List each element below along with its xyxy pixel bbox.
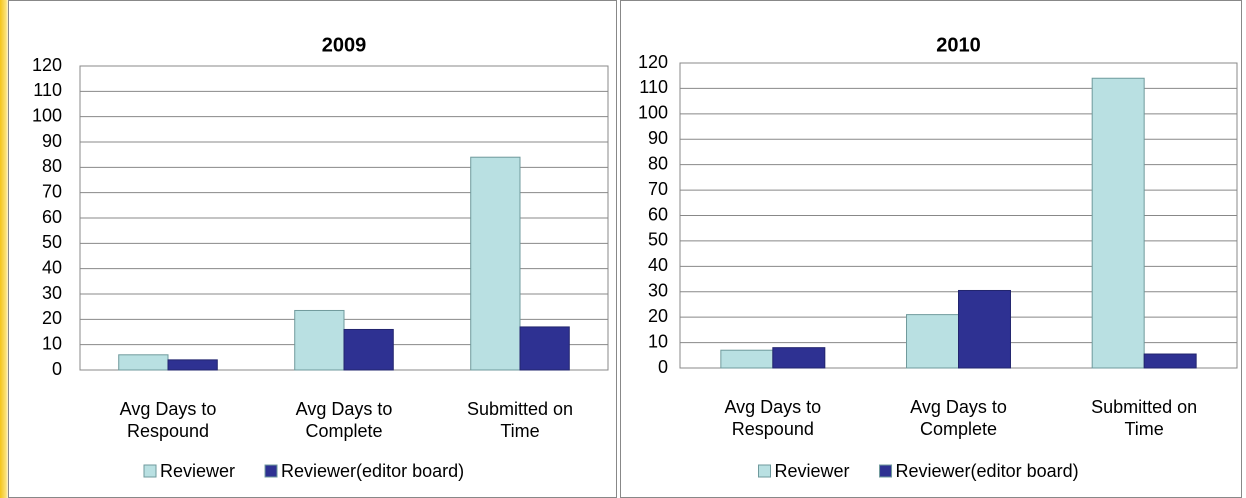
legend-label: Reviewer(editor board) [281,461,464,481]
x-tick-label: Avg Days to Respound [119,399,217,441]
bar [772,347,826,369]
y-tick-label: 70 [42,181,62,201]
y-tick-label: 40 [648,255,668,275]
bar [958,289,1011,369]
y-tick-label: 80 [42,156,62,176]
y-tick-label: 50 [42,232,62,252]
x-tick-label: Avg Days to Complete [910,397,1007,439]
x-tick-label: Avg Days to Respound [724,397,822,439]
legend-label: Reviewer [160,461,235,481]
y-tick-label: 0 [52,359,62,379]
legend-label: Reviewer(editor board) [896,461,1079,481]
bar [1091,77,1145,369]
x-tick-label: Submitted on Time [466,399,574,441]
bar [1143,353,1197,369]
bar [519,326,570,371]
legend-swatch [879,464,893,478]
y-tick-label: 40 [42,257,62,277]
y-tick-label: 100 [32,105,62,125]
bar [906,314,959,369]
bar [118,354,169,371]
y-tick-label: 60 [648,204,668,224]
bar [167,359,218,371]
y-tick-label: 90 [648,128,668,148]
y-tick-label: 70 [648,179,668,199]
bar [720,349,774,369]
y-tick-label: 110 [639,77,668,97]
bar [294,309,345,371]
y-tick-label: 120 [638,52,668,72]
y-tick-label: 20 [42,308,62,328]
y-tick-label: 120 [32,55,62,75]
y-tick-label: 10 [42,333,62,353]
y-tick-label: 10 [648,331,668,351]
bar [470,156,521,371]
bar [343,328,394,371]
y-tick-label: 50 [648,230,668,250]
chart-title: 2009 [322,34,367,56]
y-tick-label: 110 [33,80,62,100]
y-tick-label: 30 [648,281,668,301]
x-tick-label: Submitted on Time [1091,397,1198,439]
y-tick-label: 60 [42,207,62,227]
y-tick-label: 80 [648,153,668,173]
y-tick-label: 0 [658,357,668,377]
x-tick-label: Avg Days to Complete [295,399,393,441]
legend-label: Reviewer [775,461,850,481]
y-tick-label: 100 [638,103,668,123]
legend-swatch [758,464,771,478]
y-tick-label: 30 [42,283,62,303]
y-tick-label: 90 [42,131,62,151]
y-tick-label: 20 [648,306,668,326]
chart-title: 2010 [936,34,981,56]
legend-swatch [264,464,278,478]
legend-swatch [143,464,157,478]
